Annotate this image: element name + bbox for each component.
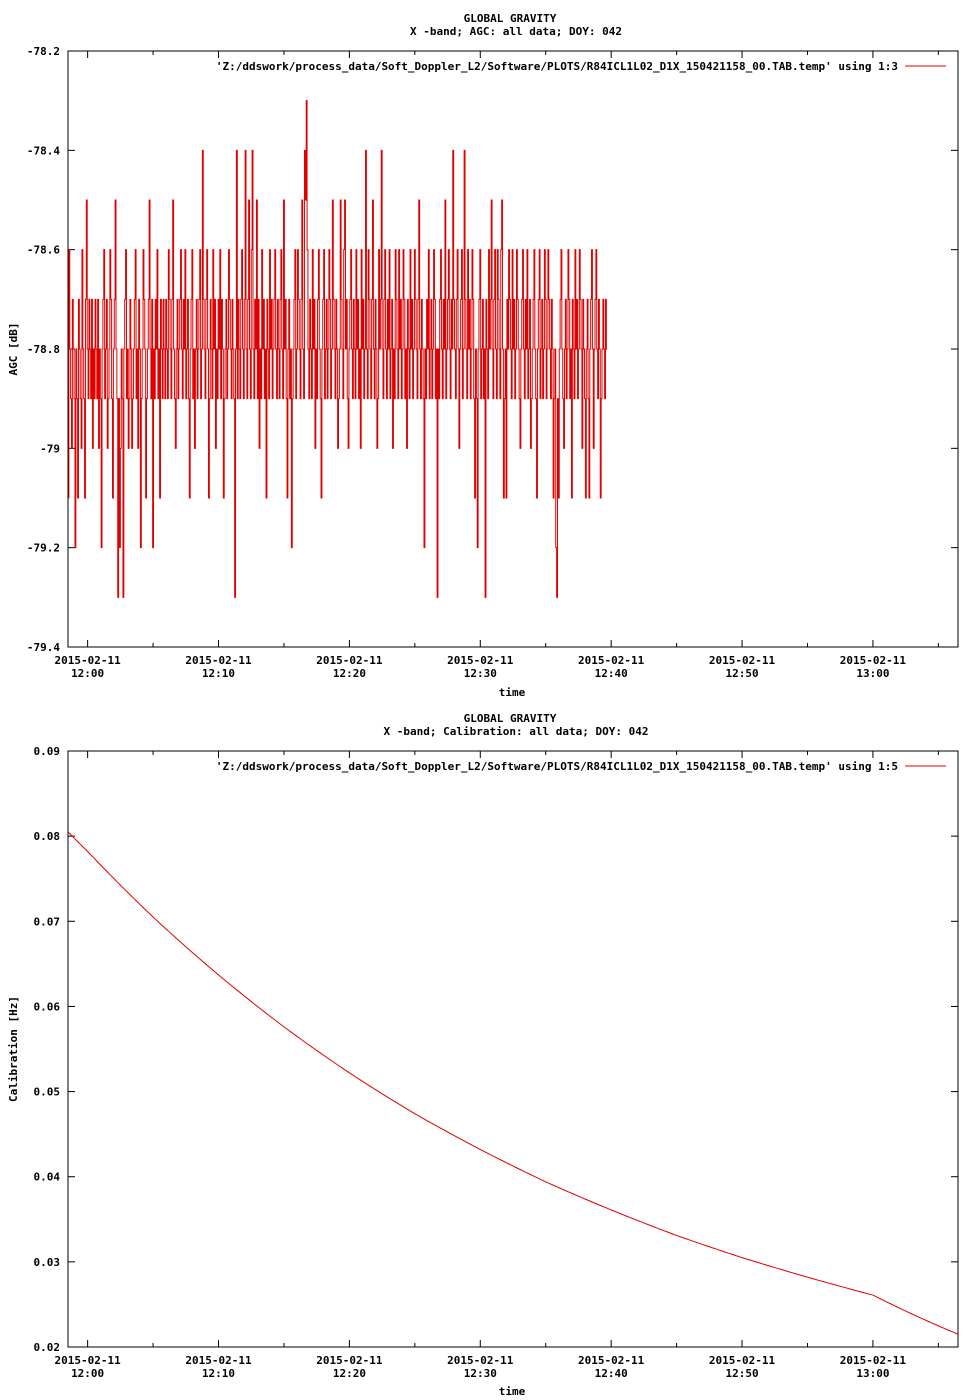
cal-y-tick-label: 0.03 [34, 1256, 61, 1269]
cal-x-tick-date: 2015-02-11 [55, 1354, 122, 1367]
cal-y-tick-label: 0.09 [34, 745, 61, 758]
cal-y-tick-label: 0.02 [34, 1341, 61, 1354]
agc-y-tick-label: -78.6 [27, 244, 60, 257]
cal-x-tick-time: 13:00 [856, 1367, 889, 1380]
agc-x-tick-date: 2015-02-11 [55, 654, 122, 667]
calibration-chart: GLOBAL GRAVITY X -band; Calibration: all… [7, 712, 959, 1398]
cal-x-tick-time: 12:10 [202, 1367, 235, 1380]
cal-x-tick-time: 12:30 [464, 1367, 497, 1380]
agc-y-tick-label: -78.4 [27, 144, 60, 157]
agc-x-tick-time: 12:10 [202, 667, 235, 680]
cal-x-tick-date: 2015-02-11 [447, 1354, 514, 1367]
cal-x-tick-date: 2015-02-11 [316, 1354, 383, 1367]
agc-x-tick-time: 12:40 [595, 667, 628, 680]
agc-y-tick-label: -78.2 [27, 45, 60, 58]
agc-x-axis-label: time [499, 686, 526, 699]
cal-x-tick-time: 12:40 [595, 1367, 628, 1380]
agc-chart-subtitle: X -band; AGC: all data; DOY: 042 [410, 25, 622, 38]
agc-x-axis: 2015-02-1112:002015-02-1112:102015-02-11… [55, 51, 939, 680]
agc-y-tick-label: -79.4 [27, 641, 60, 654]
agc-y-axis-label: AGC [dB] [7, 323, 20, 376]
agc-x-tick-date: 2015-02-11 [840, 654, 907, 667]
agc-chart-title: GLOBAL GRAVITY [464, 12, 557, 25]
cal-x-tick-date: 2015-02-11 [840, 1354, 907, 1367]
cal-x-tick-time: 12:20 [333, 1367, 366, 1380]
calibration-x-axis-label: time [499, 1385, 526, 1398]
agc-y-axis: -78.2 -78.4 -78.6 -78.8 -79 -79.2 -79.4 [27, 45, 958, 654]
cal-y-tick-label: 0.07 [34, 915, 61, 928]
calibration-series-line [67, 831, 959, 1335]
agc-series-line [68, 100, 608, 598]
agc-x-tick-date: 2015-02-11 [578, 654, 645, 667]
cal-x-tick-date: 2015-02-11 [709, 1354, 776, 1367]
agc-chart: GLOBAL GRAVITY X -band; AGC: all data; D… [7, 12, 959, 699]
agc-x-tick-date: 2015-02-11 [185, 654, 252, 667]
agc-y-tick-label: -79.2 [27, 542, 60, 555]
calibration-plot-frame [67, 750, 959, 1348]
cal-y-tick-label: 0.08 [34, 830, 61, 843]
calibration-y-axis-label: Calibration [Hz] [7, 996, 20, 1102]
cal-x-tick-time: 12:00 [71, 1367, 104, 1380]
agc-x-tick-time: 13:00 [856, 667, 889, 680]
agc-x-tick-time: 12:30 [464, 667, 497, 680]
agc-x-tick-date: 2015-02-11 [316, 654, 383, 667]
agc-x-tick-time: 12:00 [71, 667, 104, 680]
cal-y-tick-label: 0.04 [34, 1171, 61, 1184]
cal-y-tick-label: 0.05 [34, 1086, 61, 1099]
calibration-chart-title: GLOBAL GRAVITY [464, 712, 557, 725]
agc-x-tick-time: 12:50 [725, 667, 758, 680]
agc-x-tick-date: 2015-02-11 [709, 654, 776, 667]
agc-y-tick-label: -79 [40, 442, 60, 455]
calibration-legend-label: 'Z:/ddswork/process_data/Soft_Doppler_L2… [216, 760, 898, 773]
cal-x-tick-date: 2015-02-11 [185, 1354, 252, 1367]
cal-x-tick-date: 2015-02-11 [578, 1354, 645, 1367]
agc-y-tick-label: -78.8 [27, 343, 60, 356]
calibration-x-axis: 2015-02-1112:002015-02-1112:102015-02-11… [55, 751, 939, 1380]
agc-legend-label: 'Z:/ddswork/process_data/Soft_Doppler_L2… [216, 60, 898, 73]
calibration-y-axis: 0.09 0.08 0.07 0.06 0.05 0.04 0.03 0.02 [34, 745, 958, 1354]
agc-x-tick-date: 2015-02-11 [447, 654, 514, 667]
calibration-chart-subtitle: X -band; Calibration: all data; DOY: 042 [384, 725, 649, 738]
cal-y-tick-label: 0.06 [34, 1000, 61, 1013]
cal-x-tick-time: 12:50 [725, 1367, 758, 1380]
agc-x-tick-time: 12:20 [333, 667, 366, 680]
